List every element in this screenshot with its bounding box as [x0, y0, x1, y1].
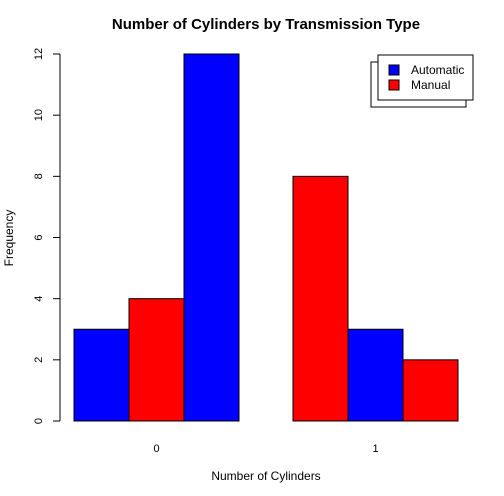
bar [347, 328, 404, 422]
y-tick-label: 2 [33, 357, 45, 363]
x-tick-label: 0 [153, 443, 159, 455]
legend-swatch [388, 64, 400, 76]
y-tick-label: 12 [33, 48, 45, 60]
bar [292, 175, 349, 422]
bar [183, 53, 240, 422]
x-tick-label: 1 [372, 443, 378, 455]
legend-swatch [388, 79, 400, 91]
y-tick-label: 8 [33, 173, 45, 179]
y-tick-label: 6 [33, 234, 45, 240]
y-tick-label: 10 [33, 109, 45, 121]
bar [73, 328, 130, 422]
x-axis-label: Number of Cylinders [211, 469, 320, 483]
bar [128, 298, 185, 422]
legend-label: Automatic [411, 63, 464, 77]
y-tick-label: 0 [33, 418, 45, 424]
legend-label: Manual [411, 78, 450, 92]
bar [402, 359, 459, 422]
y-axis: 0 2 4 6 8 10 12 [33, 48, 61, 424]
legend-box [377, 54, 474, 101]
y-axis-label: Frequency [2, 210, 16, 267]
bars [73, 53, 459, 422]
y-tick-label: 4 [33, 296, 45, 302]
chart-title: Number of Cylinders by Transmission Type [112, 16, 420, 33]
